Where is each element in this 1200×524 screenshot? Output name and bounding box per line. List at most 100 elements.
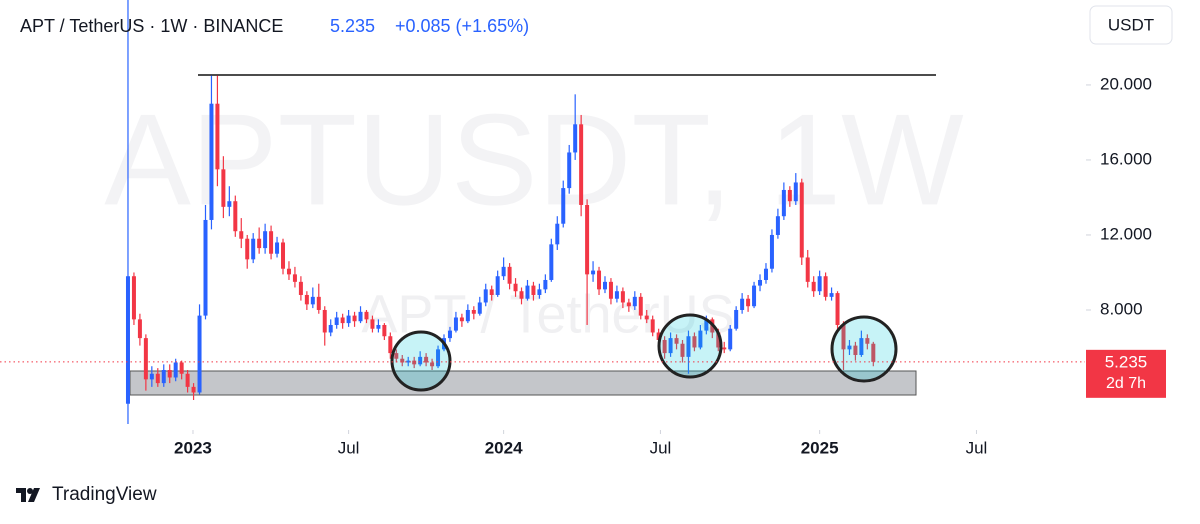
header-change: +0.085 (+1.65%) (395, 16, 529, 36)
candle-body (823, 276, 828, 297)
candle-body (579, 124, 584, 205)
candle-body (722, 347, 727, 350)
candle-body (591, 270, 596, 275)
candle-body (811, 281, 816, 292)
candle-body (286, 268, 291, 275)
candle-body (650, 319, 655, 333)
candle-body (746, 298, 751, 307)
candle-body (859, 338, 864, 355)
candle-body (173, 362, 178, 378)
brand-name: TradingView (52, 484, 157, 505)
currency-button[interactable] (1089, 5, 1173, 45)
candle-body (817, 276, 822, 292)
candle-body (775, 216, 780, 235)
candle-body (149, 373, 154, 380)
candle-body (328, 324, 333, 333)
candle-body (686, 336, 691, 357)
candle-body (424, 356, 429, 363)
candle-body (292, 274, 297, 282)
candle-body (602, 281, 607, 290)
candle-body (531, 285, 536, 295)
candle-body (626, 302, 631, 307)
candle-body (740, 298, 745, 310)
price-tag-countdown: 2d 7h (1106, 375, 1146, 392)
candle-body (644, 315, 649, 320)
candle-body (543, 279, 548, 290)
candle-body (549, 244, 554, 280)
candle-body (203, 219, 208, 316)
candle-body (865, 338, 870, 344)
candle-body (394, 353, 399, 359)
x-tick-label: Jul (650, 438, 672, 457)
candle-body (841, 324, 846, 350)
candle-body (131, 276, 136, 320)
candle-body (263, 231, 268, 249)
candle-body (787, 189, 792, 202)
candle-body (346, 315, 351, 324)
candle-body (620, 291, 625, 303)
candle-body (257, 238, 262, 249)
candle-body (209, 103, 214, 220)
candle-body (161, 369, 166, 384)
candle-body (436, 349, 441, 367)
highlight-circle (830, 315, 898, 383)
y-tick-label: 8.000 (1100, 299, 1143, 318)
candle-body (358, 311, 363, 322)
y-tick-label: 12.000 (1100, 224, 1152, 243)
candle-body (698, 330, 703, 348)
candle-body (853, 345, 858, 355)
candle-body (632, 296, 637, 307)
candle-body (304, 294, 309, 305)
candle-body (781, 189, 786, 217)
candle-body (233, 201, 238, 232)
candle-body (692, 336, 697, 348)
candle-body (501, 266, 506, 277)
candle-body (125, 276, 130, 404)
candle-body (376, 324, 381, 329)
candle-body (155, 373, 160, 384)
candle-body (477, 302, 482, 314)
support-zone (129, 370, 917, 396)
candle-body (143, 338, 148, 380)
candle-body (167, 369, 172, 378)
candle-body (269, 231, 274, 254)
currency-label[interactable]: USDT (1108, 15, 1154, 34)
candle-body (561, 188, 566, 224)
candle-body (185, 373, 190, 387)
candle-body (340, 317, 345, 324)
candle-body (495, 276, 500, 295)
candle-body (704, 319, 709, 331)
candle-body (758, 279, 763, 286)
candle-body (298, 281, 303, 295)
candle-body (573, 124, 578, 153)
candle-body (638, 296, 643, 316)
candle-body (656, 332, 661, 340)
candle-body (680, 343, 685, 357)
candle-body (662, 339, 667, 354)
candle-body (799, 182, 804, 258)
header-price: 5.235 (330, 16, 375, 36)
candle-body (763, 268, 768, 280)
candle-body (215, 103, 220, 170)
candle-body (459, 317, 464, 322)
watermark: APTUSDT, 1W (104, 86, 964, 232)
candle-body (281, 242, 286, 269)
y-tick-label: 16.000 (1100, 149, 1152, 168)
candle-body (334, 317, 339, 325)
candle-body (179, 362, 184, 374)
y-tick-label: 20.000 (1100, 74, 1152, 93)
candle-body (483, 289, 488, 303)
candle-body (835, 293, 840, 325)
highlight-circle (390, 330, 452, 392)
candle-body (191, 386, 196, 393)
candle-body (752, 285, 757, 307)
candle-body (239, 231, 244, 239)
candle-body (567, 152, 572, 189)
chart-title: APT / TetherUS · 1W · BINANCE (20, 16, 283, 36)
highlight-circle (657, 313, 723, 379)
candle-body (769, 234, 774, 269)
candle-body (519, 291, 524, 299)
candle-body (668, 338, 673, 354)
candle-body (793, 182, 798, 202)
